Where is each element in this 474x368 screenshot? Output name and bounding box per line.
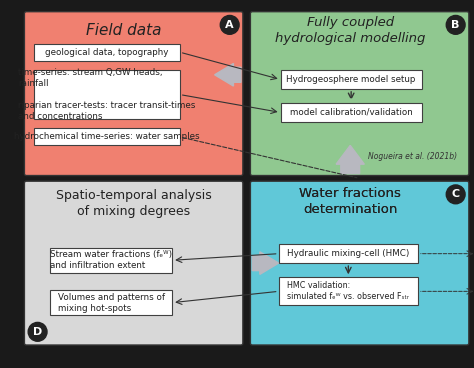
- FancyBboxPatch shape: [279, 244, 418, 263]
- Text: Volumes and patterns of
mixing hot-spots: Volumes and patterns of mixing hot-spots: [57, 293, 164, 313]
- Text: HMC validation:
simulated fₑᵂ vs. observed Fₛₜᵣ: HMC validation: simulated fₑᵂ vs. observ…: [287, 281, 410, 301]
- FancyBboxPatch shape: [34, 44, 180, 61]
- Text: Stream water fractions (fₑᵂ)
and infiltration extent: Stream water fractions (fₑᵂ) and infiltr…: [50, 250, 172, 270]
- Text: D: D: [33, 327, 42, 337]
- Text: Hydraulic mixing-cell (HMC): Hydraulic mixing-cell (HMC): [287, 249, 410, 258]
- FancyBboxPatch shape: [250, 12, 469, 176]
- Circle shape: [446, 15, 465, 34]
- FancyBboxPatch shape: [25, 181, 243, 345]
- FancyBboxPatch shape: [25, 12, 243, 176]
- Text: Field data: Field data: [86, 23, 162, 38]
- FancyBboxPatch shape: [50, 248, 172, 273]
- Text: geological data, topography: geological data, topography: [45, 48, 168, 57]
- Text: Water fractions
determination: Water fractions determination: [299, 187, 401, 216]
- FancyArrow shape: [252, 252, 279, 275]
- Text: time-series: stream Q,GW heads,
rainfall

riparian tracer-tests: tracer transit-: time-series: stream Q,GW heads, rainfall…: [18, 68, 195, 121]
- Text: A: A: [225, 20, 234, 30]
- Text: Hydrogeosphere model setup: Hydrogeosphere model setup: [286, 75, 416, 84]
- FancyBboxPatch shape: [281, 70, 422, 89]
- FancyBboxPatch shape: [34, 128, 180, 145]
- FancyBboxPatch shape: [281, 103, 422, 122]
- FancyArrow shape: [215, 63, 241, 86]
- Circle shape: [28, 322, 47, 341]
- Circle shape: [220, 15, 239, 34]
- Text: Spatio-temporal analysis
of mixing degrees: Spatio-temporal analysis of mixing degre…: [56, 189, 211, 218]
- FancyBboxPatch shape: [34, 70, 180, 119]
- Circle shape: [446, 185, 465, 204]
- FancyBboxPatch shape: [279, 277, 418, 305]
- Text: Nogueira et al. (2021b): Nogueira et al. (2021b): [368, 152, 457, 161]
- Text: model calibration/validation: model calibration/validation: [290, 108, 412, 117]
- Text: Water fractions
determination: Water fractions determination: [299, 187, 401, 216]
- FancyBboxPatch shape: [250, 181, 469, 345]
- Text: Fully coupled
hydrological modelling: Fully coupled hydrological modelling: [275, 16, 425, 45]
- Text: B: B: [451, 20, 460, 30]
- Text: C: C: [452, 190, 460, 199]
- FancyArrow shape: [336, 145, 365, 174]
- FancyBboxPatch shape: [50, 290, 172, 315]
- Text: hydrochemical time-series: water samples: hydrochemical time-series: water samples: [14, 132, 200, 141]
